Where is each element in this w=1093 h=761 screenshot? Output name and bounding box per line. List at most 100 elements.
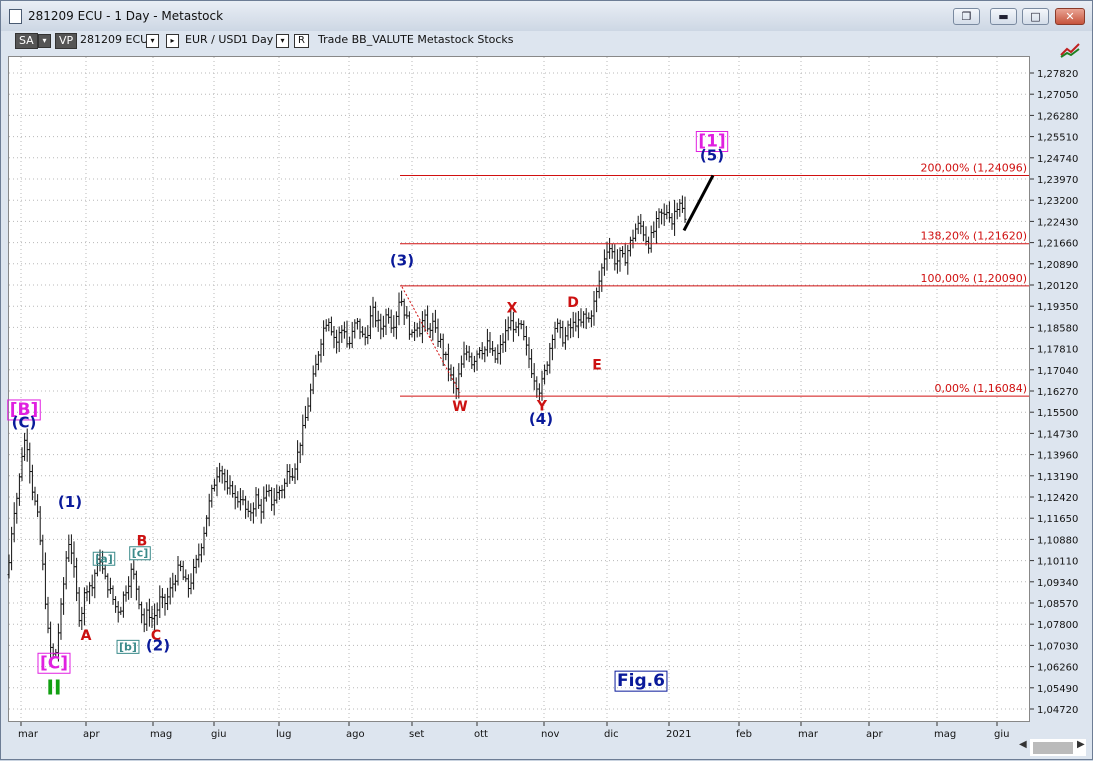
chart-toolbar: SA ▾ VP 281209 ECU ▾ ▸ EUR / USD 1 Day ▾… — [7, 32, 1087, 50]
minimize-icon: ▬ — [998, 10, 1009, 23]
wave-label: (2) — [146, 636, 170, 654]
y-tick-label: 1,06260 — [1037, 663, 1078, 674]
wave-label: [B] — [10, 400, 39, 420]
wave-label-box — [116, 639, 140, 654]
wave-label: E — [592, 358, 602, 374]
wave-label: Fig.6 — [617, 671, 665, 691]
y-tick-label: 1,08570 — [1037, 599, 1078, 610]
period-label: 1 Day — [241, 33, 274, 46]
x-tick-label: giu — [211, 729, 226, 740]
y-tick-label: 1,07030 — [1037, 641, 1078, 652]
wave-connector-line — [401, 286, 461, 394]
fib-level-label: 138,20% (1,21620) — [920, 230, 1027, 243]
y-tick-label: 1,18580 — [1037, 323, 1078, 334]
restore-button[interactable]: ❐ — [953, 8, 980, 25]
r-dropdown-button[interactable]: R — [294, 34, 309, 48]
plot-area[interactable] — [8, 56, 1030, 722]
pair-label: EUR / USD — [185, 33, 242, 46]
y-tick-label: 1,13190 — [1037, 472, 1078, 483]
y-tick-label: 1,26280 — [1037, 111, 1078, 122]
maximize-icon: □ — [1030, 10, 1041, 23]
symbol-dropdown-icon[interactable]: ▾ — [146, 34, 159, 48]
x-tick-label: set — [409, 729, 424, 740]
y-tick-label: 1,17040 — [1037, 366, 1078, 377]
wave-label: [1] — [698, 132, 725, 152]
y-tick-label: 1,15500 — [1037, 408, 1078, 419]
restore-icon: ❐ — [961, 10, 972, 23]
vp-button[interactable]: VP — [55, 33, 78, 49]
y-tick-label: 1,10880 — [1037, 535, 1078, 546]
wave-label: [c] — [132, 547, 149, 560]
wave-label: (3) — [390, 252, 414, 270]
title-bar[interactable]: 281209 ECU - 1 Day - Metastock ❐ ▬ □ ✕ — [1, 1, 1092, 31]
scroll-right-icon[interactable]: ▶ — [1077, 739, 1085, 750]
fib-level-label: 100,00% (1,20090) — [920, 272, 1027, 285]
y-tick-label: 1,07800 — [1037, 620, 1078, 631]
fib-level-label: 200,00% (1,24096) — [920, 162, 1027, 175]
maximize-button[interactable]: □ — [1022, 8, 1049, 25]
wave-label-box — [695, 131, 729, 153]
y-tick-label: 1,16270 — [1037, 387, 1078, 398]
sa-button[interactable]: SA — [15, 33, 38, 49]
y-tick-label: 1,21660 — [1037, 239, 1078, 250]
wave-label-box — [129, 546, 151, 561]
wave-label: [b] — [119, 640, 137, 653]
y-tick-label: 1,20890 — [1037, 260, 1078, 271]
scroll-left-icon[interactable]: ◀ — [1019, 739, 1027, 750]
y-tick-label: 1,27050 — [1037, 90, 1078, 101]
x-tick-label: mag — [150, 729, 172, 740]
symbol-label: 281209 ECU — [80, 33, 149, 46]
fib-level-label: 0,00% (1,16084) — [934, 382, 1027, 395]
y-tick-label: 1,20120 — [1037, 281, 1078, 292]
x-tick-label: mag — [934, 729, 956, 740]
y-tick-label: 1,24740 — [1037, 154, 1078, 165]
window-title: 281209 ECU - 1 Day - Metastock — [28, 9, 224, 23]
x-tick-label: lug — [276, 729, 291, 740]
x-tick-label: 2021 — [666, 729, 691, 740]
x-tick-label: apr — [83, 729, 100, 740]
wave-label: (5) — [700, 146, 724, 164]
y-tick-label: 1,22430 — [1037, 217, 1078, 228]
x-tick-label: mar — [798, 729, 819, 740]
wave-label-box — [7, 399, 41, 421]
wave-label: (C) — [12, 413, 37, 431]
x-tick-label: nov — [541, 729, 559, 740]
x-tick-label: mar — [18, 729, 39, 740]
y-tick-label: 1,04720 — [1037, 705, 1078, 716]
scrollbar-thumb[interactable] — [1033, 742, 1073, 754]
wave-label: D — [567, 295, 579, 311]
toolbar-items[interactable]: Trade BB_VALUTE Metastock Stocks — [318, 33, 514, 46]
period-dropdown-icon[interactable]: ▾ — [276, 34, 289, 48]
sa-dropdown-icon[interactable]: ▾ — [38, 34, 51, 48]
close-button[interactable]: ✕ — [1055, 8, 1085, 25]
y-tick-label: 1,23200 — [1037, 196, 1078, 207]
y-tick-label: 1,11650 — [1037, 514, 1078, 525]
compare-dropdown-icon[interactable]: ▸ — [166, 34, 179, 48]
y-tick-label: 1,05490 — [1037, 684, 1078, 695]
y-tick-label: 1,25510 — [1037, 133, 1078, 144]
x-tick-label: apr — [866, 729, 883, 740]
wave-label: II — [47, 675, 62, 699]
y-tick-label: 1,14730 — [1037, 429, 1078, 440]
y-tick-label: 1,17810 — [1037, 345, 1078, 356]
x-tick-label: ago — [346, 729, 365, 740]
chart-type-icon[interactable] — [1059, 41, 1081, 59]
x-tick-label: dic — [604, 729, 619, 740]
wave-label: X — [507, 301, 518, 317]
y-tick-label: 1,09340 — [1037, 578, 1078, 589]
minimize-button[interactable]: ▬ — [990, 8, 1017, 25]
y-tick-label: 1,13960 — [1037, 451, 1078, 462]
y-tick-label: 1,12420 — [1037, 493, 1078, 504]
wave-label: [C] — [40, 653, 68, 673]
wave-label: B — [137, 534, 148, 550]
wave-label-box — [92, 551, 116, 566]
wave-label: [a] — [95, 552, 112, 565]
close-icon: ✕ — [1065, 10, 1075, 23]
x-tick-label: ott — [474, 729, 488, 740]
document-icon — [9, 9, 22, 24]
x-tick-label: giu — [994, 729, 1009, 740]
wave-label: C — [151, 628, 161, 644]
wave-label: (1) — [58, 493, 82, 511]
